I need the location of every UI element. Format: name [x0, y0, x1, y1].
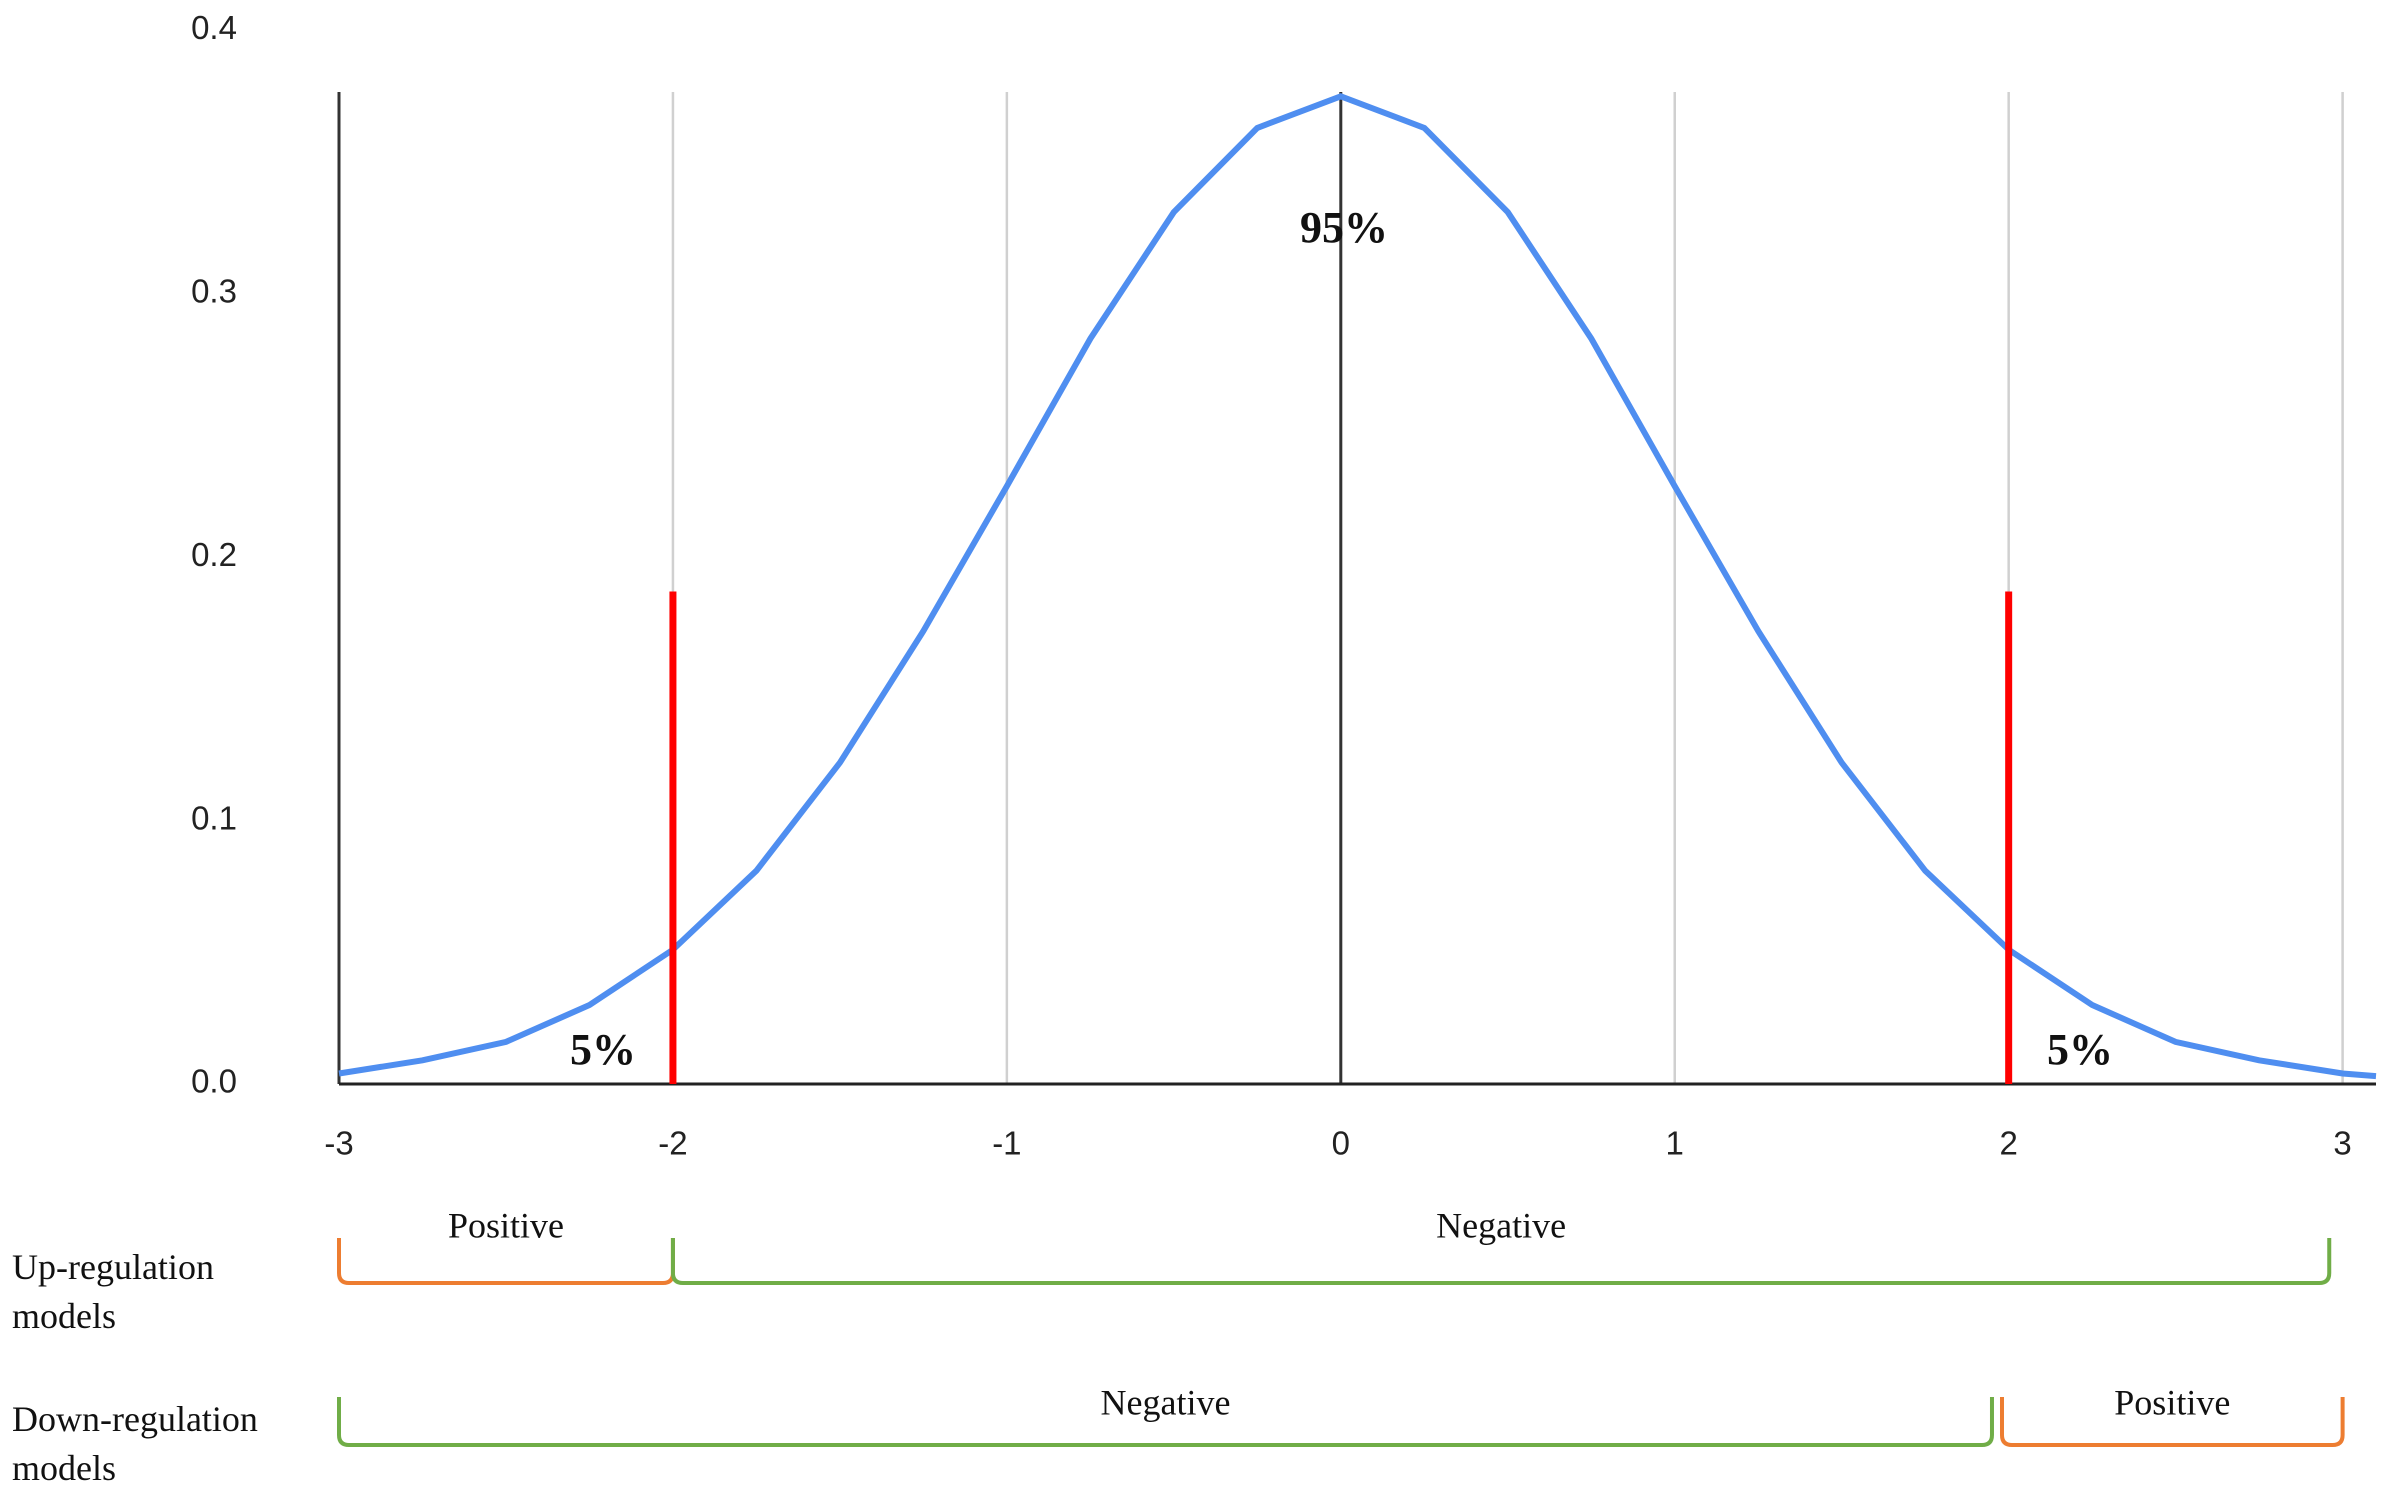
span-label: Negative — [1101, 1382, 1231, 1422]
annotation: 95% — [1300, 203, 1388, 252]
x-tick-label: 3 — [2333, 1125, 2351, 1162]
annotation: 5% — [570, 1025, 636, 1074]
y-tick-label: 0.3 — [191, 273, 237, 310]
x-tick-label: 1 — [1666, 1125, 1684, 1162]
y-tick-label: 0.0 — [191, 1063, 237, 1100]
x-tick-label: -1 — [992, 1125, 1021, 1162]
curve — [338, 93, 2377, 1080]
x-tick-label: -3 — [324, 1125, 353, 1162]
y-tick-label: 0.1 — [191, 799, 237, 836]
span-label: Positive — [448, 1205, 564, 1245]
row-label: Up-regulation models — [12, 1247, 214, 1336]
span-label: Negative — [1436, 1205, 1566, 1245]
x-tick-label: -2 — [658, 1125, 687, 1162]
bracket — [337, 1397, 1994, 1447]
span-label: Positive — [2114, 1382, 2230, 1422]
x-tick-label: 0 — [1332, 1125, 1350, 1162]
y-tick-label: 0.4 — [191, 9, 237, 46]
row-label: Down-regulation models — [12, 1399, 258, 1488]
bracket — [670, 1238, 2332, 1285]
x-tick-label: 2 — [1999, 1125, 2017, 1162]
annotation: 5% — [2047, 1025, 2113, 1074]
y-tick-label: 0.2 — [191, 536, 237, 573]
bracket — [1999, 1397, 2345, 1447]
